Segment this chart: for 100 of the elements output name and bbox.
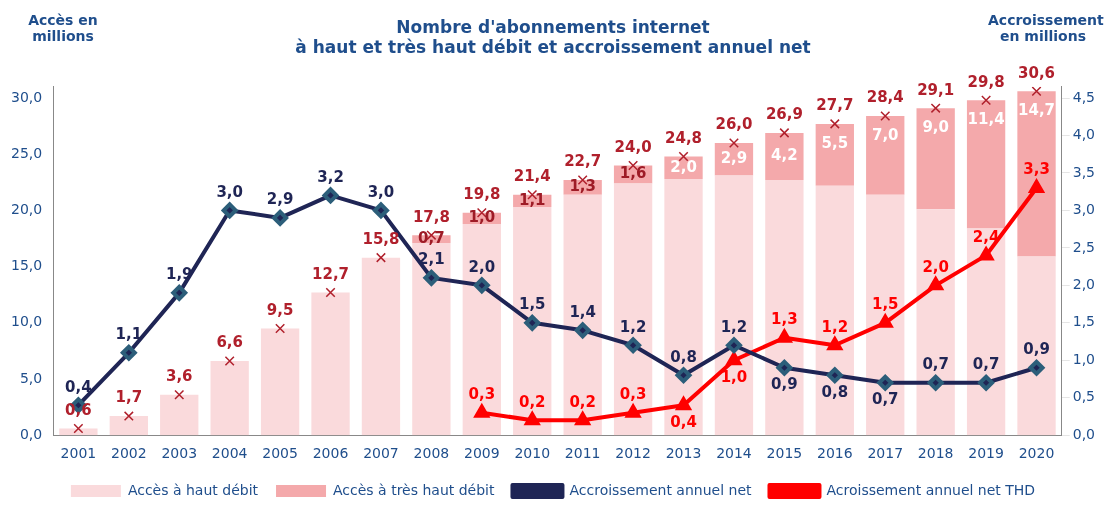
point — [423, 269, 440, 286]
x-tick-label: 2005 — [262, 445, 298, 462]
point — [928, 277, 943, 291]
data-label: 29,1 — [917, 80, 955, 99]
data-label: 3,6 — [165, 367, 193, 386]
bar — [109, 416, 148, 436]
bar — [160, 394, 199, 436]
legend-label: Accès à haut débit — [127, 481, 259, 498]
bar — [916, 108, 955, 210]
point — [123, 411, 134, 422]
data-label: 22,7 — [564, 152, 602, 171]
data-label: 1,1 — [518, 190, 546, 209]
bar — [866, 194, 905, 436]
data-label: 1,2 — [619, 317, 647, 336]
data-label: 30,6 — [1018, 63, 1056, 82]
data-label: 1,3 — [771, 310, 798, 329]
data-label: 26,0 — [715, 115, 753, 134]
point — [272, 209, 289, 226]
data-label: 1,0 — [720, 367, 748, 386]
x-tick-label: 2006 — [312, 445, 349, 462]
x-tick-label: 2007 — [363, 445, 399, 462]
y-tick-label: 5,0 — [19, 369, 43, 386]
data-label: 28,4 — [866, 88, 904, 107]
bar — [412, 243, 451, 436]
data-label: 0,4 — [65, 377, 92, 396]
point — [1031, 86, 1042, 97]
bar — [311, 292, 350, 436]
data-label: 0,9 — [771, 375, 798, 394]
x-tick-label: 2020 — [1018, 445, 1055, 462]
x-tick-label: 2003 — [161, 445, 198, 462]
bar — [966, 228, 1006, 436]
point — [930, 103, 941, 114]
x-tick-label: 2002 — [110, 445, 147, 462]
y2-tick-label: 2,5 — [1072, 238, 1095, 255]
data-label: 1,7 — [115, 388, 143, 407]
data-label: 0,7 — [871, 390, 899, 409]
point — [73, 423, 84, 434]
point — [322, 187, 339, 204]
x-tick-label: 2016 — [816, 445, 853, 462]
y2-tick-label: 3,5 — [1072, 163, 1095, 180]
data-label: 0,4 — [670, 412, 697, 431]
data-label: 1,3 — [569, 177, 596, 196]
y2-tick-label: 0,0 — [1072, 425, 1095, 442]
data-label: 21,4 — [513, 167, 551, 186]
point — [1029, 179, 1044, 193]
y2-tick-label: 4,0 — [1072, 126, 1095, 143]
x-tick-label: 2013 — [665, 445, 702, 462]
data-label: 2,0 — [468, 257, 496, 276]
data-label: 5,5 — [821, 133, 849, 152]
data-label: 0,7 — [972, 355, 1000, 374]
x-tick-label: 2008 — [413, 445, 450, 462]
data-label: 0,2 — [518, 392, 546, 411]
bar — [765, 132, 804, 181]
x-tick-label: 2001 — [60, 445, 97, 462]
data-label: 15,8 — [362, 230, 400, 249]
data-label: 29,8 — [967, 72, 1005, 91]
data-label: 24,8 — [665, 128, 703, 147]
y-tick-label: 20,0 — [11, 201, 43, 218]
point — [880, 111, 891, 122]
point — [826, 367, 843, 384]
bar — [613, 183, 653, 436]
data-label: 1,5 — [518, 295, 546, 314]
data-label: 4,2 — [771, 146, 798, 165]
point — [978, 374, 995, 391]
bar — [462, 223, 501, 436]
x-tick-label: 2010 — [514, 445, 551, 462]
data-label: 24,0 — [614, 137, 652, 156]
point — [625, 337, 642, 354]
data-label: 1,2 — [720, 317, 748, 336]
bar — [866, 116, 905, 195]
y-tick-label: 15,0 — [11, 257, 43, 274]
y2-tick-label: 1,5 — [1072, 313, 1095, 330]
legend-label: Accroissement annuel net — [569, 481, 752, 498]
x-tick-label: 2018 — [917, 445, 954, 462]
point — [325, 287, 336, 298]
y-tick-label: 25,0 — [11, 144, 43, 161]
x-tick-label: 2009 — [463, 445, 500, 462]
bar — [563, 194, 602, 436]
y-tick-label: 10,0 — [11, 313, 43, 330]
data-label: 19,8 — [463, 185, 501, 204]
point — [221, 202, 238, 219]
point — [473, 277, 490, 294]
data-label: 0,8 — [670, 347, 697, 366]
data-label: 12,7 — [312, 264, 350, 283]
y2-tick-label: 3,0 — [1072, 201, 1095, 218]
data-label: 0,8 — [821, 382, 849, 401]
point — [728, 138, 739, 148]
bar — [260, 328, 300, 436]
data-label: 6,6 — [216, 333, 243, 352]
point — [275, 323, 286, 334]
point — [877, 374, 894, 391]
bar — [664, 178, 703, 436]
data-label: 26,9 — [765, 105, 803, 124]
data-label: 1,0 — [468, 208, 496, 227]
data-label: 0,3 — [468, 385, 496, 404]
data-label: 14,7 — [1018, 101, 1056, 120]
data-label: 7,0 — [871, 125, 899, 144]
data-label: 0,7 — [922, 355, 949, 374]
data-label: 2,0 — [670, 157, 697, 176]
data-label: 1,5 — [871, 295, 899, 314]
